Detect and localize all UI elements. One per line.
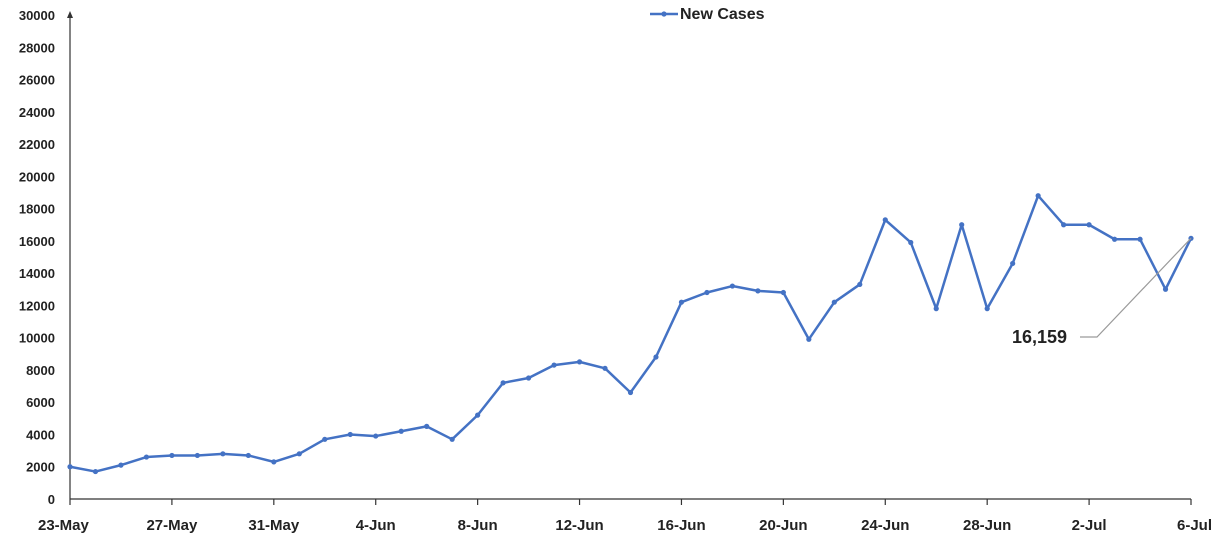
y-axis: 0 2000 4000 6000 8000 10000 12000 14000 16000 180… [19, 8, 73, 507]
data-point [857, 281, 863, 288]
y-tick-label: 22000 [19, 137, 55, 152]
data-point [169, 452, 175, 459]
y-axis-arrow-icon [67, 11, 73, 18]
data-point [525, 375, 532, 381]
series-new-cases [67, 193, 1194, 475]
data-point [475, 412, 481, 418]
data-point [1061, 222, 1067, 228]
y-tick-label: 28000 [19, 40, 55, 55]
annotation-label: 16,159 [1012, 327, 1067, 347]
y-tick-label: 4000 [26, 427, 55, 442]
x-axis: 23-May 27-May 31-May 4-Jun 8-Jun 12-Jun 16-Jun… [38, 498, 1212, 534]
x-tick-label: 20-Jun [759, 517, 807, 534]
data-point [780, 289, 786, 296]
data-point [296, 451, 302, 457]
data-point [1010, 260, 1016, 267]
data-point [1111, 236, 1118, 242]
x-tick-label: 27-May [146, 517, 198, 534]
x-tick-label: 31-May [248, 517, 300, 534]
data-point [933, 306, 939, 312]
x-tick-label: 6-Jul [1177, 517, 1212, 534]
y-tick-label: 30000 [19, 8, 55, 23]
x-tick-label: 8-Jun [458, 517, 498, 534]
y-tick-label: 16000 [19, 234, 55, 249]
y-tick-label: 8000 [26, 363, 55, 378]
data-point [220, 451, 226, 457]
x-tick-label: 4-Jun [356, 517, 396, 534]
data-point [678, 299, 685, 305]
data-point [704, 289, 710, 296]
data-point [143, 454, 150, 460]
y-tick-label: 14000 [19, 266, 55, 281]
data-point [245, 452, 251, 459]
x-tick-labels: 23-May 27-May 31-May 4-Jun 8-Jun 12-Jun 16-Jun… [38, 517, 1212, 534]
data-point [67, 464, 73, 470]
data-point [1137, 236, 1143, 242]
data-point [118, 462, 124, 468]
data-point [271, 459, 277, 465]
y-tick-label: 6000 [26, 395, 55, 410]
data-point [424, 423, 430, 429]
y-tick-label: 2000 [26, 460, 55, 475]
data-point [398, 428, 404, 434]
data-point [729, 283, 736, 289]
data-point [831, 299, 837, 305]
data-point [602, 365, 608, 371]
x-tick-label: 16-Jun [657, 517, 705, 534]
x-tick-label: 23-May [38, 517, 90, 534]
data-point [1035, 193, 1041, 199]
y-tick-label: 10000 [19, 331, 55, 346]
data-point [882, 217, 888, 223]
data-point [576, 359, 583, 365]
data-point [1086, 222, 1092, 228]
data-point [984, 306, 990, 312]
y-tick-label: 12000 [19, 298, 55, 313]
data-point [551, 362, 557, 368]
x-tick-marks [69, 499, 1192, 505]
data-point [755, 288, 761, 294]
x-tick-label: 2-Jul [1072, 517, 1107, 534]
y-tick-labels: 0 2000 4000 6000 8000 10000 12000 14000 16000 180… [19, 8, 55, 507]
data-point [908, 239, 914, 246]
data-point [347, 431, 353, 438]
data-point [373, 433, 379, 439]
data-point [449, 436, 455, 442]
data-point [1162, 286, 1169, 292]
data-point [322, 436, 328, 442]
annotation: 16,159 [1012, 237, 1192, 347]
annotation-leader-line [1080, 237, 1192, 338]
x-tick-label: 28-Jun [963, 517, 1011, 534]
data-point [627, 389, 634, 396]
series-points [67, 193, 1194, 475]
y-tick-label: 18000 [19, 202, 55, 217]
y-tick-label: 24000 [19, 105, 55, 120]
data-point [959, 222, 965, 228]
y-tick-label: 0 [48, 492, 55, 507]
y-tick-label: 20000 [19, 169, 55, 184]
y-tick-label: 26000 [19, 73, 55, 88]
data-point [194, 452, 200, 459]
data-point [653, 354, 659, 360]
data-point [806, 336, 812, 342]
x-tick-label: 24-Jun [861, 517, 909, 534]
data-point [92, 468, 99, 475]
data-point [500, 380, 506, 386]
legend: New Cases [650, 6, 765, 23]
legend-label: New Cases [680, 6, 765, 23]
legend-swatch-marker [661, 11, 667, 17]
x-tick-label: 12-Jun [555, 517, 603, 534]
